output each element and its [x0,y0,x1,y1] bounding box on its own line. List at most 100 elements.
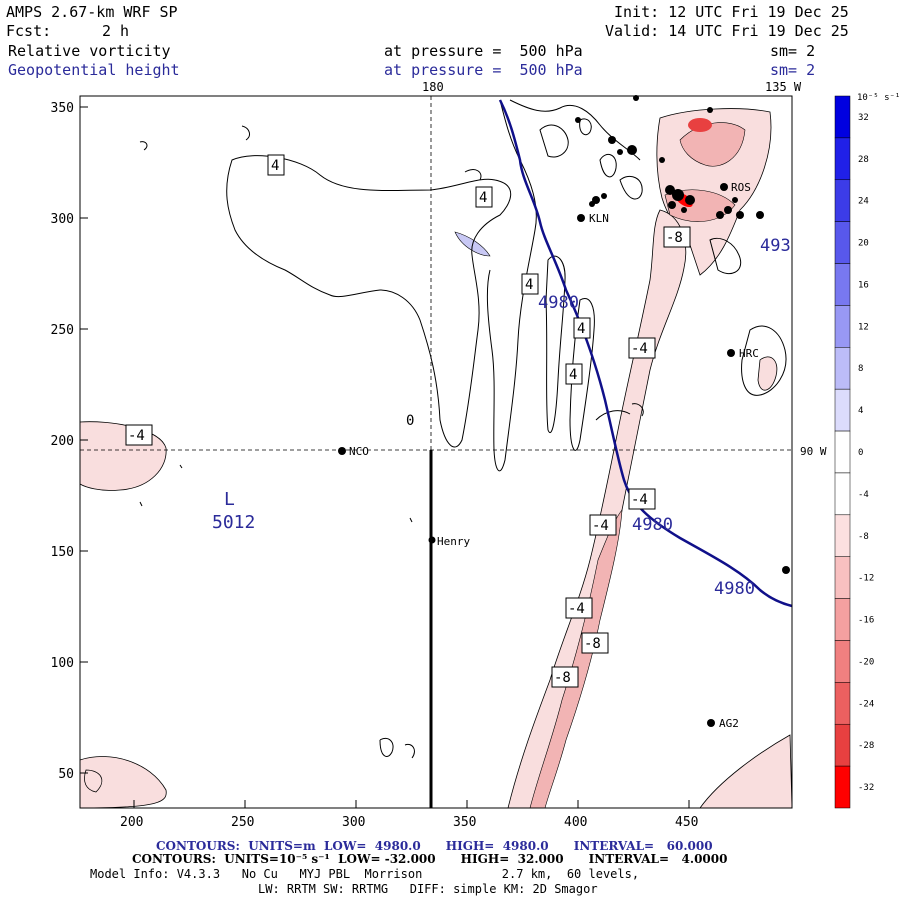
colorbar-label: 28 [858,155,869,165]
colorbar-swatch [834,95,851,139]
stations: NCO Henry KLN ROS HRC AG2 [338,181,790,730]
colorbar-label: -16 [858,616,874,626]
vort-label-3: 4 [525,277,533,293]
model-title: AMPS 2.67-km WRF SP [6,3,178,21]
y-tick-200: 200 [51,434,74,449]
station-kln: KLN [589,212,609,225]
meridian-label-90w: 90 W [800,445,827,458]
station-nco: NCO [349,445,369,458]
colorbar-label: 32 [858,113,869,123]
height-label-3: 4980 [714,579,755,599]
low-value: 5012 [212,512,255,533]
colorbar-swatch [834,388,851,432]
height-label-4: 493 [760,236,791,256]
colorbar: 32 28 24 20 16 12 8 4 0 -4 -8 -12 -16 -20 -24 -28 -32 [834,95,874,809]
y-tick-250: 250 [51,323,74,338]
model-info: Model Info: V4.3.3 No Cu MYJ PBL Morriso… [90,867,640,881]
vort-label-1: 4 [271,158,279,174]
colorbar-label: 8 [858,364,863,374]
graticule [80,96,792,451]
field-geopotential: Geopotential height [8,61,180,79]
x-tick-450: 450 [675,815,698,830]
low-center: L 5012 [212,489,255,533]
colorbar-label: -8 [858,532,869,542]
zero-contour-label: 0 [406,413,414,429]
forecast-hour: 2 h [102,22,130,40]
geopotential-contour-4980 [498,99,793,608]
colorbar-label: 24 [858,197,869,207]
x-tick-300: 300 [342,815,365,830]
colorbar-swatch [834,221,851,264]
vorticity-labels: 4 4 4 4 4 -4 -4 -4 -4 -4 -8 -8 -8 [125,154,691,688]
field-vorticity: Relative vorticity [8,42,171,60]
x-tick-400: 400 [564,815,587,830]
station-ros: ROS [731,181,751,194]
vort-label-13: -8 [554,670,571,686]
station-hrc: HRC [739,347,759,360]
colorbar-label: -24 [858,699,874,709]
colorbar-swatch [834,179,851,222]
valid-time: Valid: 14 UTC Fri 19 Dec 25 [605,22,849,40]
forecast-label: Fcst: [6,22,52,40]
colorbar-swatch [834,137,851,181]
y-tick-50: 50 [58,767,74,782]
colorbar-unit: 10⁻⁵ s⁻¹ [857,93,900,103]
low-symbol: L [224,489,235,510]
vort-label-8: -4 [631,492,648,508]
height-label-2: 4980 [632,515,673,535]
x-axis-labels: 200 250 300 350 400 450 [120,815,698,830]
colorbar-swatch [834,765,851,809]
meridian-label-180: 180 [422,80,444,94]
y-tick-150: 150 [51,545,74,560]
vorticity-contours [139,99,787,759]
model-physics-info: LW: RRTM SW: RRTMG DIFF: simple KM: 2D S… [258,882,598,896]
vort-label-10: -4 [568,601,585,617]
colorbar-label: 12 [858,322,869,332]
colorbar-swatch [834,682,851,725]
colorbar-swatch [834,598,851,641]
colorbar-swatch [834,514,851,557]
vort-label-12: -8 [584,636,601,652]
colorbar-swatch [834,472,851,516]
colorbar-swatch [834,556,851,599]
colorbar-label: 4 [858,406,863,416]
meridian-label-135w: 135 W [765,80,802,94]
pressure-vorticity: at pressure = 500 hPa [384,42,583,60]
colorbar-label: 0 [858,448,863,458]
vort-label-9: -4 [592,518,609,534]
vort-label-2: 4 [479,190,487,206]
y-axis-labels: 50 100 150 200 250 300 350 [51,101,74,782]
vort-label-4: 4 [577,321,585,337]
colorbar-swatch [834,723,851,767]
x-tick-200: 200 [120,815,143,830]
colorbar-label: 16 [858,280,869,290]
pressure-geopotential: at pressure = 500 hPa [384,61,583,79]
y-tick-300: 300 [51,212,74,227]
x-tick-250: 250 [231,815,254,830]
vorticity-contour-info: CONTOURS: UNITS=10⁻⁵ s⁻¹ LOW= -32.000 HI… [132,852,728,866]
y-tick-350: 350 [51,101,74,116]
axis-ticks [80,106,690,808]
colorbar-label: 20 [858,239,869,249]
colorbar-swatch [834,430,851,474]
colorbar-swatch [834,263,851,306]
vort-label-5: 4 [569,367,577,383]
colorbar-label: -4 [858,490,869,500]
colorbar-label: -32 [858,783,874,793]
colorbar-label: -12 [858,574,874,584]
smoothing-geopotential: sm= 2 [770,61,816,79]
y-tick-100: 100 [51,656,74,671]
vort-label-11: -8 [666,230,683,246]
colorbar-swatch [834,640,851,683]
colorbar-label: -28 [858,741,874,751]
vort-label-6: -4 [128,428,145,444]
x-tick-350: 350 [453,815,476,830]
height-labels: 4980 4980 4980 493 [538,236,791,599]
vort-label-7: -4 [631,341,648,357]
station-ag2: AG2 [719,717,739,730]
station-henry: Henry [437,535,470,548]
map-frame [79,95,793,809]
colorbar-label: -20 [858,657,874,667]
init-time: Init: 12 UTC Fri 19 Dec 25 [614,3,849,21]
